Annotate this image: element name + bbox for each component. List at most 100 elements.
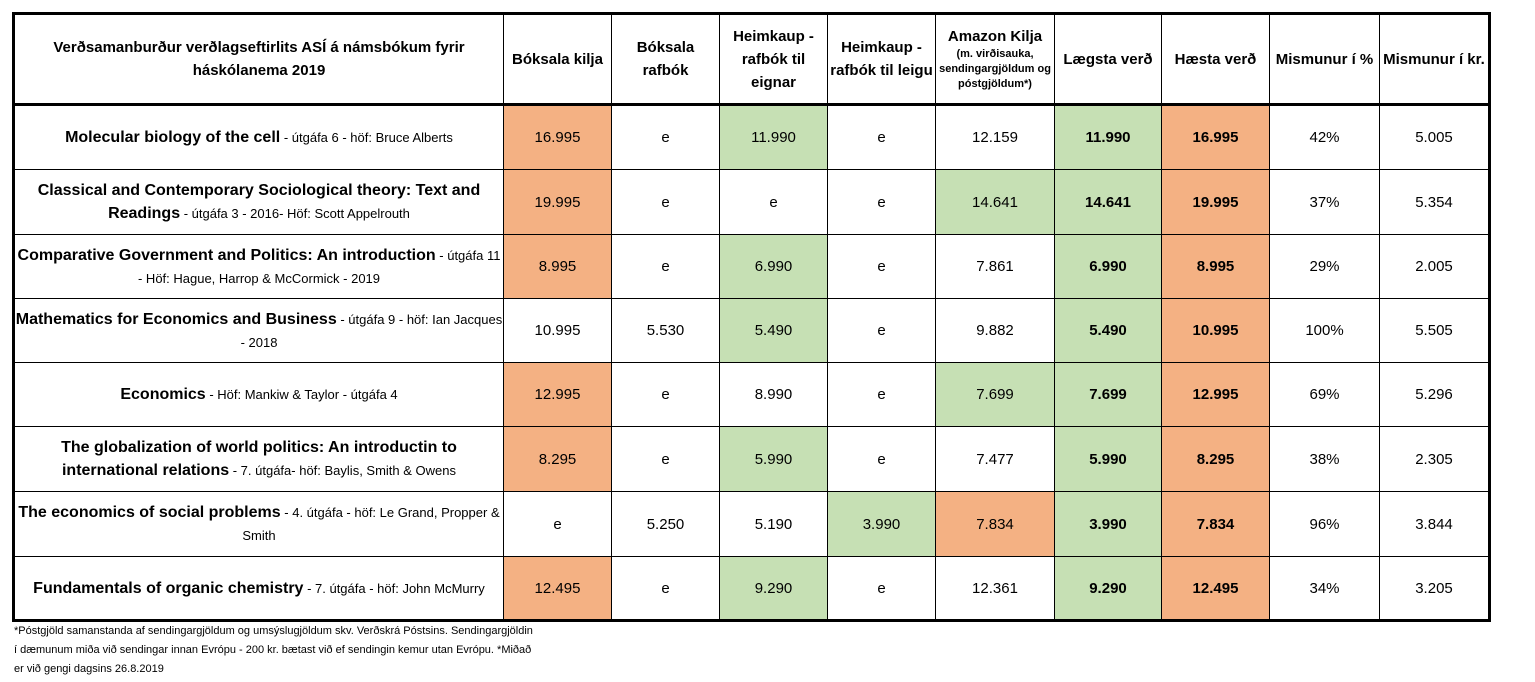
difference-percent-cell: 100%: [1269, 298, 1380, 363]
book-details: - útgáfa 6 - höf: Bruce Alberts: [280, 130, 453, 145]
book-details: - útgáfa 3 - 2016- Höf: Scott Appelrouth: [180, 206, 410, 221]
price-cell: 6.990: [719, 234, 828, 299]
difference-percent-cell: 42%: [1269, 104, 1380, 170]
table-row: Fundamentals of organic chemistry - 7. ú…: [13, 556, 1490, 621]
book-details: - útgáfa 11 - Höf: Hague, Harrop & McCor…: [137, 247, 501, 286]
price-cell: e: [611, 556, 720, 621]
difference-kr-cell: 5.354: [1379, 169, 1490, 235]
book-title: Classical and Contemporary Sociological …: [37, 182, 481, 222]
column-header-note: (m. virðisauka, sendingargjöldum og póst…: [939, 47, 1051, 90]
book-cell: Classical and Contemporary Sociological …: [13, 169, 504, 235]
lowest-price-cell: 3.990: [1054, 491, 1162, 557]
book-cell: Economics - Höf: Mankiw & Taylor - útgáf…: [13, 362, 504, 427]
difference-kr-cell: 2.005: [1379, 234, 1490, 299]
book-title: Comparative Government and Politics: An …: [17, 246, 436, 264]
difference-percent-cell: 69%: [1269, 362, 1380, 427]
lowest-price-cell: 6.990: [1054, 234, 1162, 299]
price-cell: 12.159: [935, 104, 1055, 170]
book-details: - 7. útgáfa- höf: Baylis, Smith & Owens: [229, 463, 456, 478]
price-cell: e: [611, 426, 720, 492]
table-row: Mathematics for Economics and Business -…: [13, 298, 1490, 363]
price-cell: 14.641: [935, 169, 1055, 235]
highest-price-cell: 12.495: [1161, 556, 1270, 621]
column-header: Bóksala rafbók: [611, 13, 720, 106]
price-cell: 3.990: [827, 491, 936, 557]
highest-price-cell: 8.995: [1161, 234, 1270, 299]
price-cell: 11.990: [719, 104, 828, 170]
price-cell: 12.495: [503, 556, 612, 621]
table-row: The economics of social problems - 4. út…: [13, 491, 1490, 557]
highest-price-cell: 8.295: [1161, 426, 1270, 492]
price-cell: 7.477: [935, 426, 1055, 492]
price-cell: e: [719, 169, 828, 235]
column-header: Mismunur í kr.: [1379, 13, 1490, 106]
table-row: Economics - Höf: Mankiw & Taylor - útgáf…: [13, 362, 1490, 427]
highest-price-cell: 12.995: [1161, 362, 1270, 427]
difference-kr-cell: 5.505: [1379, 298, 1490, 363]
price-cell: 8.990: [719, 362, 828, 427]
price-cell: 8.295: [503, 426, 612, 492]
table-row: Comparative Government and Politics: An …: [13, 234, 1490, 299]
book-details: - útgáfa 9 - höf: Ian Jacques - 2018: [240, 311, 503, 350]
price-cell: 12.995: [503, 362, 612, 427]
book-cell: The globalization of world politics: An …: [13, 426, 504, 492]
lowest-price-cell: 7.699: [1054, 362, 1162, 427]
price-cell: 7.861: [935, 234, 1055, 299]
price-cell: 16.995: [503, 104, 612, 170]
highest-price-cell: 19.995: [1161, 169, 1270, 235]
lowest-price-cell: 9.290: [1054, 556, 1162, 621]
price-cell: 5.990: [719, 426, 828, 492]
price-cell: 7.699: [935, 362, 1055, 427]
price-cell: 5.250: [611, 491, 720, 557]
price-cell: 7.834: [935, 491, 1055, 557]
table-title: Verðsamanburður verðlagseftirlits ASÍ á …: [13, 13, 504, 106]
column-header: Hæsta verð: [1161, 13, 1270, 106]
book-title: The globalization of world politics: An …: [61, 439, 457, 479]
book-title: The economics of social problems: [18, 504, 281, 521]
difference-kr-cell: 3.844: [1379, 491, 1490, 557]
price-cell: 9.290: [719, 556, 828, 621]
difference-kr-cell: 5.296: [1379, 362, 1490, 427]
lowest-price-cell: 5.490: [1054, 298, 1162, 363]
book-details: - Höf: Mankiw & Taylor - útgáfa 4: [205, 387, 398, 402]
book-title: Mathematics for Economics and Business: [15, 310, 337, 328]
highest-price-cell: 7.834: [1161, 491, 1270, 557]
column-header-label: Amazon Kilja: [947, 27, 1043, 45]
price-cell: 19.995: [503, 169, 612, 235]
column-header: Lægsta verð: [1054, 13, 1162, 106]
table-row: Molecular biology of the cell - útgáfa 6…: [13, 104, 1490, 170]
price-cell: e: [827, 104, 936, 170]
book-title: Fundamentals of organic chemistry: [33, 579, 304, 597]
price-cell: 5.190: [719, 491, 828, 557]
price-cell: e: [611, 169, 720, 235]
difference-kr-cell: 2.305: [1379, 426, 1490, 492]
amazon-column-header: Amazon Kilja (m. virðisauka, sendingargj…: [935, 13, 1055, 106]
book-title: Molecular biology of the cell: [65, 129, 281, 146]
column-header: Heimkaup - rafbók til leigu: [827, 13, 936, 106]
price-cell: e: [827, 556, 936, 621]
lowest-price-cell: 11.990: [1054, 104, 1162, 170]
footnote: *Póstgjöld samanstanda af sendingargjöld…: [14, 625, 533, 675]
book-details: - 4. útgáfa - höf: Le Grand, Propper & S…: [242, 505, 500, 543]
price-cell: e: [827, 169, 936, 235]
table-row: Classical and Contemporary Sociological …: [13, 169, 1490, 235]
price-cell: 12.361: [935, 556, 1055, 621]
table-row: The globalization of world politics: An …: [13, 426, 1490, 492]
lowest-price-cell: 14.641: [1054, 169, 1162, 235]
difference-percent-cell: 38%: [1269, 426, 1380, 492]
lowest-price-cell: 5.990: [1054, 426, 1162, 492]
difference-percent-cell: 96%: [1269, 491, 1380, 557]
price-comparison-wrapper: Verðsamanburður verðlagseftirlits ASÍ á …: [12, 12, 1491, 622]
price-cell: e: [611, 104, 720, 170]
price-cell: 5.490: [719, 298, 828, 363]
book-cell: The economics of social problems - 4. út…: [13, 491, 504, 557]
price-comparison-table: Verðsamanburður verðlagseftirlits ASÍ á …: [12, 12, 1491, 622]
column-header: Bóksala kilja: [503, 13, 612, 106]
price-cell: e: [611, 234, 720, 299]
price-cell: 5.530: [611, 298, 720, 363]
price-cell: 8.995: [503, 234, 612, 299]
column-header: Mismunur í %: [1269, 13, 1380, 106]
price-cell: e: [827, 362, 936, 427]
book-title: Economics: [120, 386, 206, 403]
price-cell: 9.882: [935, 298, 1055, 363]
